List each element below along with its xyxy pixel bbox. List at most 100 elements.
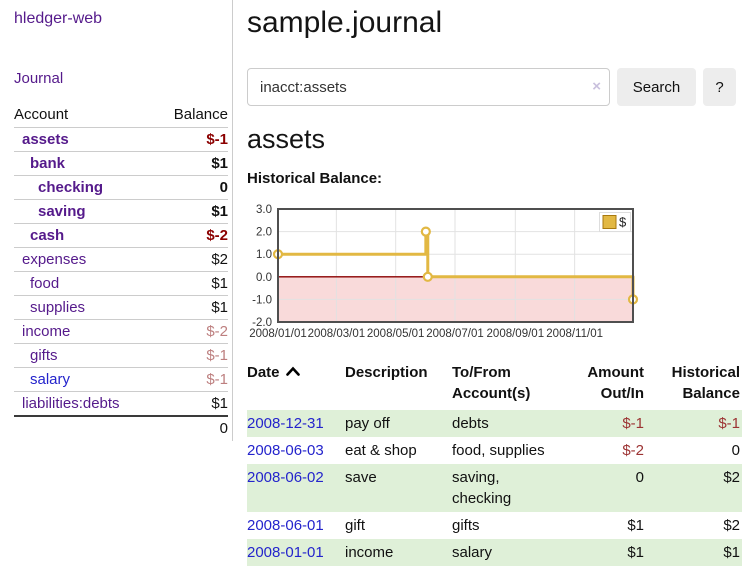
account-balance: $1 <box>211 203 228 220</box>
x-axis-tick-label: 2008/09/01 <box>487 328 545 340</box>
register-column-header: Historical Balance <box>652 362 742 410</box>
register-column-header: To/From Account(s) <box>452 362 570 410</box>
transaction-amount: 0 <box>635 469 644 486</box>
search-form: × Search ? <box>247 68 742 106</box>
legend-swatch <box>602 215 617 229</box>
account-link-income[interactable]: income <box>22 323 71 340</box>
register-column-header: Description <box>345 362 452 410</box>
chart-title: Historical Balance: <box>247 170 383 187</box>
account-link-saving[interactable]: saving <box>38 203 86 220</box>
transaction-accounts: salary <box>452 544 493 561</box>
account-link-liabilities-debts[interactable]: liabilities:debts <box>22 395 120 412</box>
register-column-header[interactable]: Date <box>247 362 345 410</box>
account-link-food[interactable]: food <box>30 275 60 292</box>
transaction-accounts: saving, checking <box>452 469 512 507</box>
register-table: Date Description To/From Account(s) Amount … <box>247 362 742 566</box>
account-link-supplies[interactable]: supplies <box>30 299 86 316</box>
balance-chart-container: $3.0 2.0 1.0 0.0 -1.0 -2.0 2008/01/01 2008/03/0… <box>247 200 742 348</box>
transaction-balance: $-1 <box>718 415 740 432</box>
app-brand-link[interactable]: hledger-web <box>14 10 103 27</box>
account-row: expenses $2 <box>14 247 228 271</box>
account-row: food $1 <box>14 271 228 295</box>
transaction-description: gift <box>345 517 366 534</box>
main-content: sample.journal × Search ? assets Histori… <box>247 0 742 566</box>
account-link-bank[interactable]: bank <box>30 155 66 172</box>
accounts-total-row: 0 <box>14 415 228 439</box>
account-row: liabilities:debts $1 <box>14 391 228 415</box>
account-balance: $1 <box>211 155 228 172</box>
account-balance: $-1 <box>206 131 228 148</box>
account-link-assets[interactable]: assets <box>22 131 69 148</box>
transaction-balance: $2 <box>723 469 740 486</box>
account-row: saving $1 <box>14 199 228 223</box>
register-column-label: Amount Out/In <box>587 364 644 402</box>
transaction-description: pay off <box>345 415 390 432</box>
account-link-expenses[interactable]: expenses <box>22 251 87 268</box>
clear-search-icon[interactable]: × <box>592 78 601 95</box>
account-row: checking 0 <box>14 175 228 199</box>
account-row: income $-2 <box>14 319 228 343</box>
account-link-salary[interactable]: salary <box>30 371 71 388</box>
account-row: salary $-1 <box>14 367 228 391</box>
accounts-total-value: 0 <box>219 420 228 437</box>
transaction-amount: $-2 <box>622 442 644 459</box>
transaction-accounts: food, supplies <box>452 442 545 459</box>
account-link-gifts[interactable]: gifts <box>30 347 58 364</box>
transaction-date-link[interactable]: 2008-12-31 <box>247 415 324 432</box>
transaction-accounts: gifts <box>452 517 480 534</box>
transaction-amount: $1 <box>627 544 644 561</box>
register-column-header: Amount Out/In <box>570 362 652 410</box>
register-header-row: Date Description To/From Account(s) Amount … <box>247 362 742 410</box>
page-title: sample.journal <box>247 6 443 39</box>
transaction-amount: $-1 <box>622 415 644 432</box>
x-axis-tick-label: 2008/11/01 <box>546 328 603 340</box>
y-axis-tick-label: 3.0 <box>256 204 272 216</box>
transaction-row: 2008-06-01 gift gifts $1 $2 <box>247 512 742 539</box>
search-box: × <box>247 68 610 106</box>
transaction-date-link[interactable]: 2008-01-01 <box>247 544 324 561</box>
accounts-table-header: Account Balance <box>14 103 228 127</box>
account-balance: $1 <box>211 395 228 412</box>
transaction-balance: $1 <box>723 544 740 561</box>
account-row: supplies $1 <box>14 295 228 319</box>
account-balance: $2 <box>211 251 228 268</box>
account-row: cash $-2 <box>14 223 228 247</box>
x-axis-tick-label: 2008/07/01 <box>426 328 484 340</box>
data-point-marker <box>422 271 433 282</box>
transaction-date-link[interactable]: 2008-06-02 <box>247 469 324 486</box>
register-column-label: Description <box>345 364 428 381</box>
help-button[interactable]: ? <box>703 68 736 106</box>
account-balance: $-1 <box>206 371 228 388</box>
transaction-row: 2008-06-03 eat & shop food, supplies $-2 0 <box>247 437 742 464</box>
accounts-header-account: Account <box>14 106 69 123</box>
transaction-description: income <box>345 544 394 561</box>
account-balance: 0 <box>219 179 228 196</box>
transaction-amount: $1 <box>627 517 644 534</box>
register-column-label: Historical Balance <box>671 364 740 402</box>
account-heading: assets <box>247 124 326 154</box>
sidebar: hledger-web Journal Account Balance asse… <box>0 0 233 441</box>
transaction-description: save <box>345 469 377 486</box>
search-input[interactable] <box>247 68 610 106</box>
x-axis-tick-label: 2008/01/01 <box>249 328 307 340</box>
transaction-date-link[interactable]: 2008-06-03 <box>247 442 324 459</box>
accounts-table: Account Balance assets $-1 bank $1 checking 0… <box>14 103 228 439</box>
search-button[interactable]: Search <box>617 68 696 106</box>
transaction-row: 2008-06-02 save saving, checking 0 $2 <box>247 464 742 512</box>
account-row: assets $-1 <box>14 127 228 151</box>
account-row: bank $1 <box>14 151 228 175</box>
account-link-cash[interactable]: cash <box>30 227 65 244</box>
transaction-date-link[interactable]: 2008-06-01 <box>247 517 324 534</box>
account-link-checking[interactable]: checking <box>38 179 104 196</box>
plot-border <box>277 208 634 323</box>
sidebar-item-journal[interactable]: Journal <box>14 70 64 87</box>
register-column-label: To/From Account(s) <box>452 364 531 402</box>
account-balance: $-2 <box>206 227 228 244</box>
y-axis-tick-label: 2.0 <box>256 227 272 239</box>
sort-ascending-icon <box>285 366 300 376</box>
accounts-rows: assets $-1 bank $1 checking 0 saving $1 cash $-2 e… <box>14 127 228 415</box>
y-axis-tick-label: 1.0 <box>256 249 272 261</box>
account-row: gifts $-1 <box>14 343 228 367</box>
